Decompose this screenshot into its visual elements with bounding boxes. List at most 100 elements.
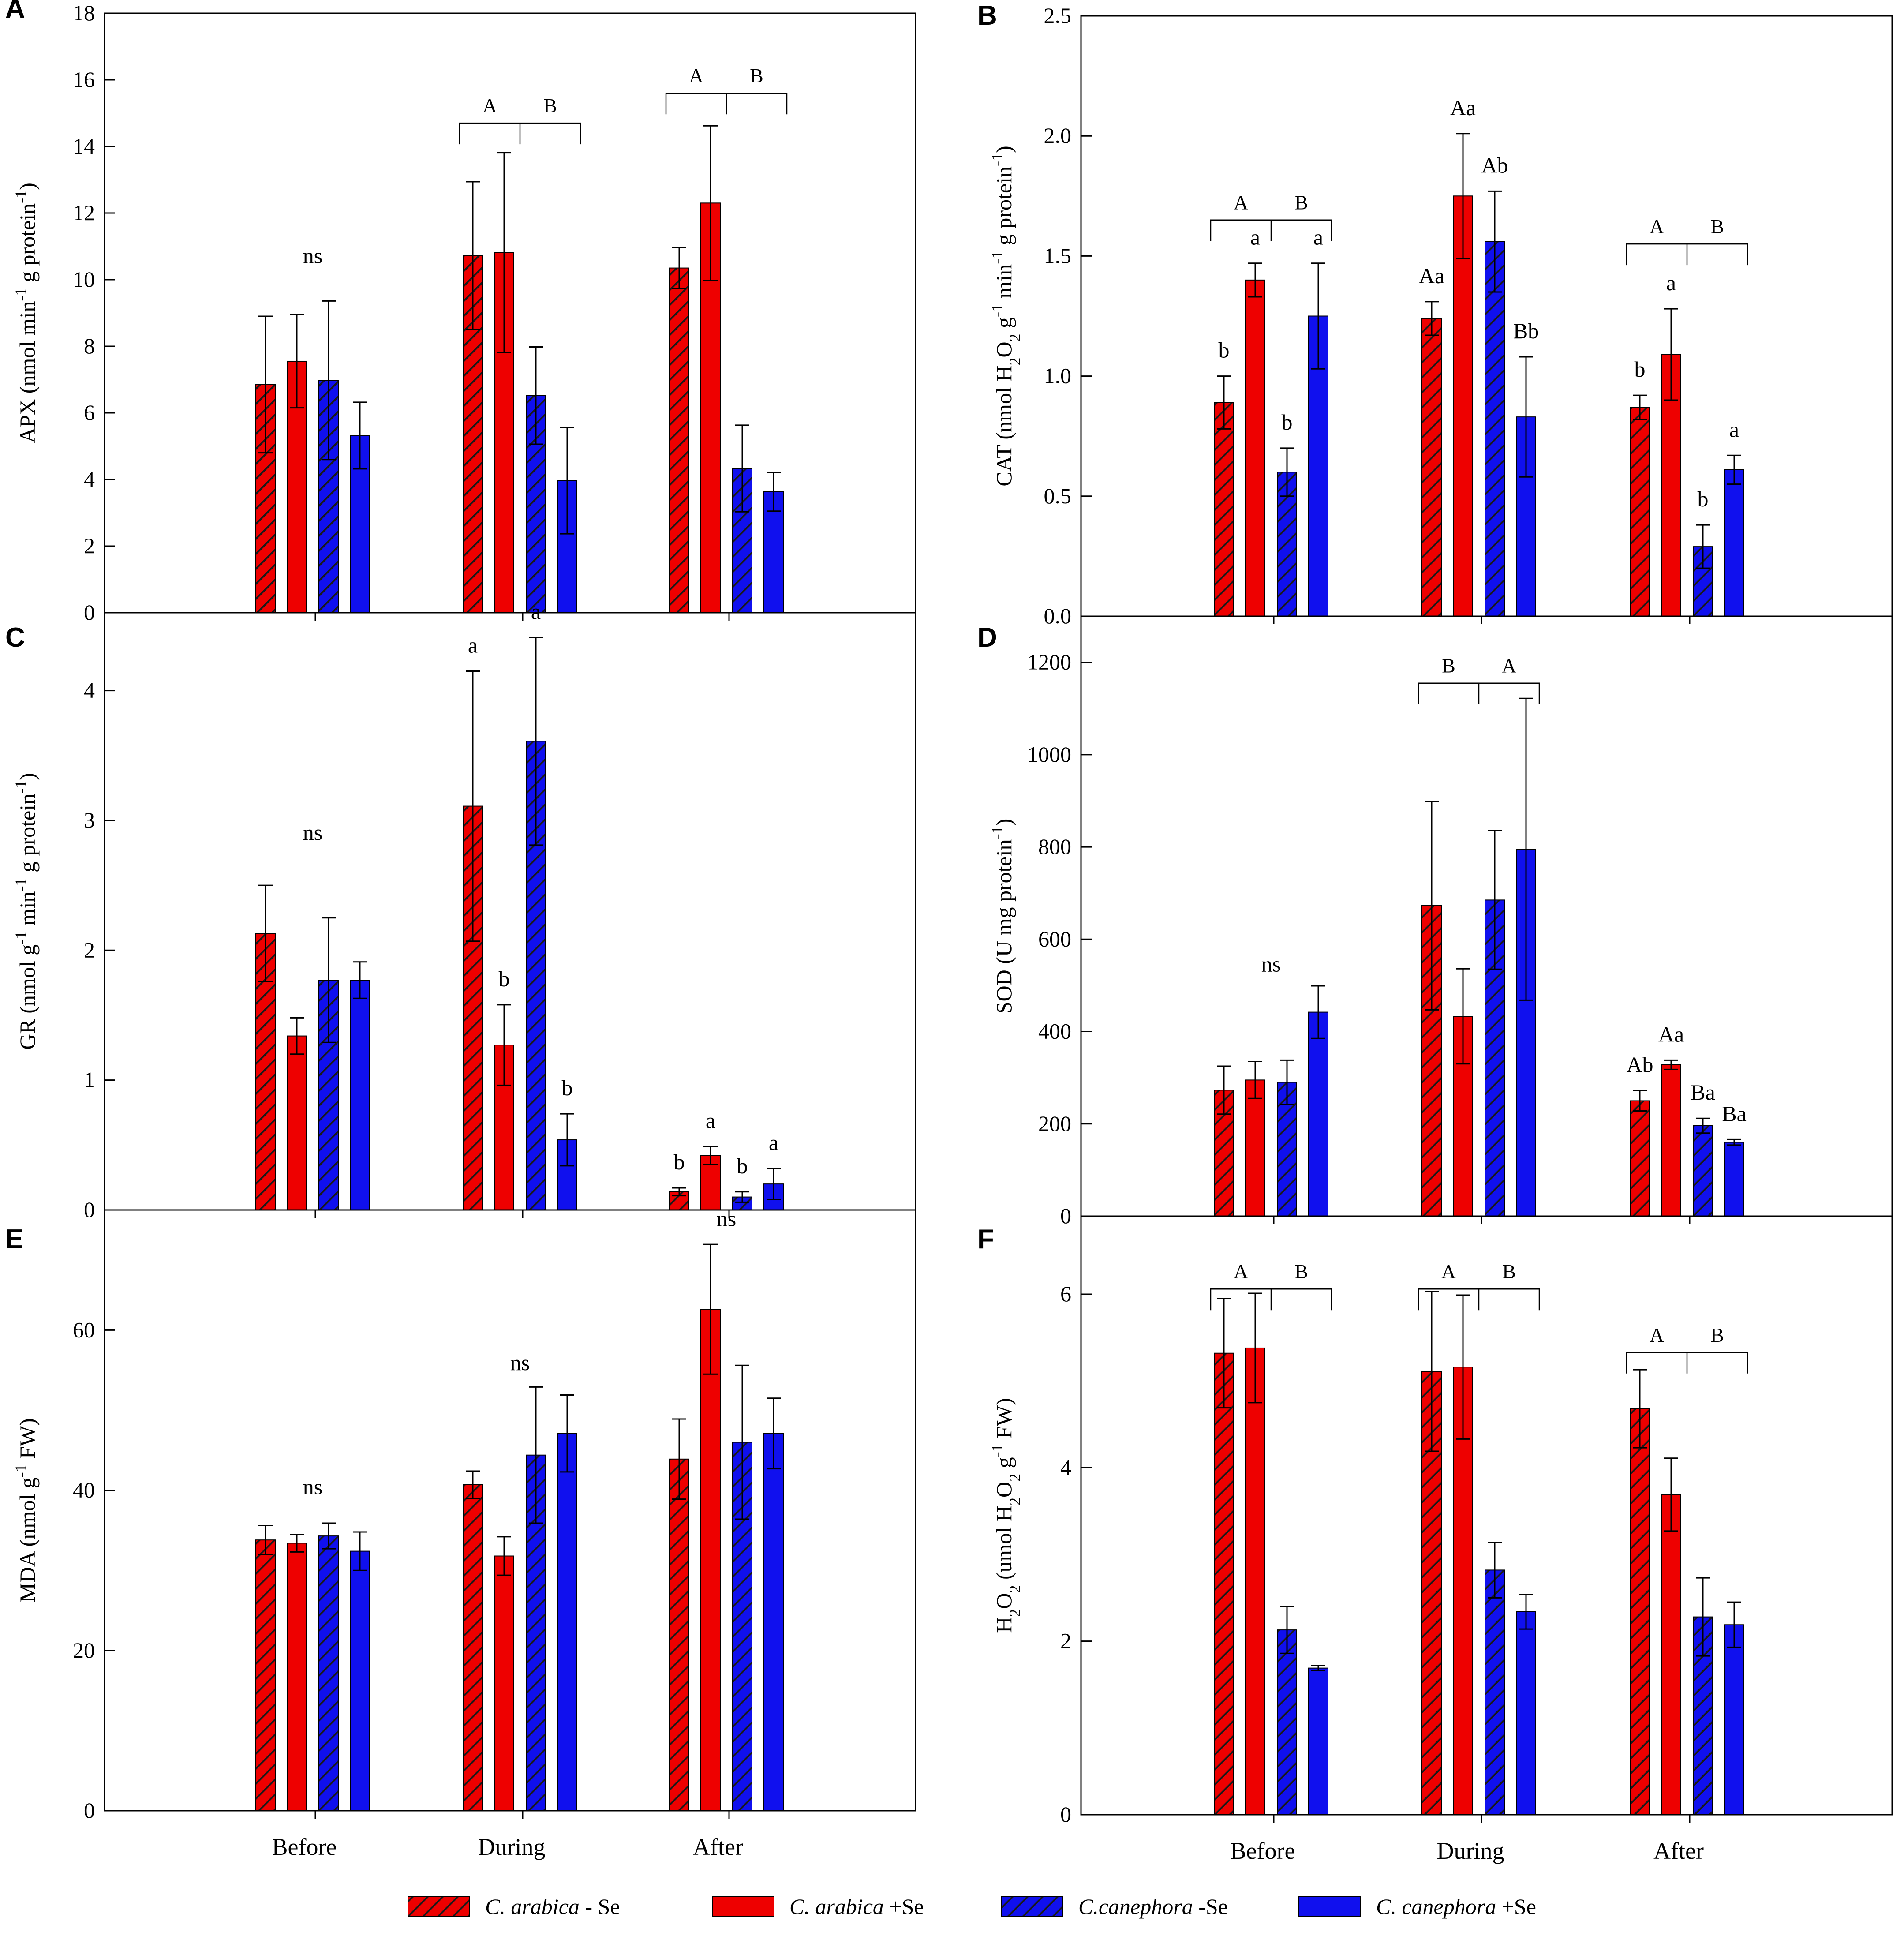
bracket-label-right: B: [1294, 1260, 1308, 1283]
y-tick-label: 600: [1038, 926, 1071, 951]
y-tick-label: 1000: [1027, 742, 1071, 767]
legend-swatch: [408, 1896, 470, 1917]
y-axis-title: GR (nmol g-1 min-1 g protein-1): [12, 773, 40, 1050]
bracket-label-right: B: [750, 64, 763, 87]
ns-annotation: ns: [1261, 952, 1281, 977]
bracket-label-right: A: [1502, 655, 1516, 677]
bar: [1245, 279, 1265, 617]
y-tick-label: 400: [1038, 1019, 1071, 1044]
bar: [669, 1458, 689, 1811]
bar: [1214, 402, 1234, 617]
significance-label: b: [1635, 357, 1646, 382]
ns-annotation: ns: [303, 820, 322, 845]
y-tick-label: 2: [84, 533, 95, 558]
y-tick-label: 60: [73, 1317, 95, 1342]
significance-label: Aa: [1658, 1022, 1684, 1046]
y-tick-label: 1.0: [1044, 363, 1072, 388]
panel-label: F: [977, 1224, 994, 1254]
panel-label: B: [977, 0, 997, 31]
significance-label: Ba: [1691, 1080, 1715, 1105]
bar: [669, 267, 689, 613]
y-tick-label: 0: [84, 1798, 95, 1823]
bar: [1661, 1494, 1681, 1816]
x-tick-label: Before: [1231, 1838, 1295, 1864]
significance-label: b: [737, 1153, 748, 1178]
y-axis-title: MDA (nmol g-1 FW): [12, 1418, 40, 1603]
panel-label: A: [5, 0, 25, 24]
significance-label: a: [706, 1108, 715, 1133]
panel-a: A 0 2 4 6 8 10 12 14 16 18 APX (nmol min-1 g protei…: [5, 0, 916, 625]
bar: [463, 1484, 483, 1811]
x-tick-label: During: [478, 1834, 546, 1860]
significance-label: a: [1313, 225, 1323, 250]
y-tick-label: 1: [84, 1067, 95, 1092]
legend-swatch: [1001, 1896, 1063, 1917]
significance-label: a: [769, 1130, 778, 1155]
bracket-label-right: B: [1502, 1260, 1516, 1283]
bar: [350, 980, 370, 1211]
panel-d: D 0 200 400 600 800 1000 1200 SOD (U mg protein-…: [977, 615, 1893, 1228]
panel-f: F 0 2 4 6 H2O2 (umol H2O2 g-1 FW) Before During…: [977, 1215, 1893, 1864]
bracket: [1626, 1352, 1748, 1374]
panel-label: C: [5, 622, 25, 653]
bar: [1245, 1079, 1265, 1217]
legend-label: C. arabica +Se: [789, 1894, 924, 1919]
panel-label: E: [5, 1224, 23, 1254]
y-tick-label: 6: [84, 400, 95, 425]
legend-label: C. canephora +Se: [1376, 1894, 1536, 1919]
significance-label: Aa: [1450, 95, 1476, 120]
bracket-label-left: A: [483, 94, 497, 117]
bracket: [459, 122, 581, 145]
significance-label: Ab: [1626, 1052, 1653, 1077]
significance-label: b: [1698, 487, 1709, 511]
bar: [494, 1555, 514, 1811]
ns-annotation: ns: [510, 1350, 530, 1375]
bar: [1245, 1347, 1265, 1815]
bracket-label-left: A: [1234, 1260, 1248, 1283]
y-axis-title: APX (nmol min-1 g protein-1): [12, 183, 40, 443]
significance-label: a: [1666, 270, 1676, 295]
y-tick-label: 2.0: [1044, 123, 1072, 148]
bar: [1661, 1064, 1681, 1217]
bracket-label-left: A: [689, 64, 703, 87]
significance-label: b: [1219, 338, 1230, 363]
ns-annotation: ns: [717, 1206, 736, 1231]
bar: [1308, 1011, 1328, 1217]
bar: [255, 1539, 276, 1811]
y-tick-label: 8: [84, 333, 95, 358]
bar: [557, 1433, 577, 1812]
bracket-label-left: A: [1650, 215, 1664, 238]
y-tick-label: 40: [73, 1478, 95, 1502]
bracket: [1626, 243, 1748, 266]
y-tick-label: 20: [73, 1638, 95, 1663]
bar: [1277, 1629, 1297, 1816]
significance-label: a: [1729, 417, 1739, 442]
y-tick-label: 0.0: [1044, 603, 1072, 628]
bar: [1724, 1142, 1744, 1217]
panel-label: D: [977, 622, 997, 653]
bar: [763, 1433, 784, 1812]
bracket-label-right: B: [1710, 1324, 1724, 1346]
bar: [1693, 1125, 1713, 1217]
bracket-label-right: B: [1710, 215, 1724, 238]
legend-item: C.canephora -Se: [1001, 1894, 1228, 1919]
bracket: [1418, 682, 1540, 704]
y-tick-label: 800: [1038, 834, 1071, 859]
y-tick-label: 4: [84, 678, 95, 703]
bracket: [1210, 1288, 1332, 1311]
y-tick-label: 0: [1060, 1203, 1071, 1228]
y-axis-title: CAT (nmol H2O2 g-1 min-1 g protein-1): [988, 146, 1024, 486]
ns-annotation: ns: [303, 243, 322, 268]
x-tick-label: After: [693, 1834, 743, 1860]
panel-e: E 0 20 40 60 MDA (nmol g-1 FW) Before During Aft…: [5, 1206, 916, 1860]
bracket: [1418, 1288, 1540, 1311]
bar: [1214, 1352, 1234, 1816]
y-axis-title: H2O2 (umol H2O2 g-1 FW): [988, 1398, 1024, 1633]
significance-label: Ab: [1481, 153, 1508, 177]
bar: [700, 1309, 721, 1812]
bar: [1630, 1100, 1650, 1217]
bar: [1453, 1367, 1473, 1815]
